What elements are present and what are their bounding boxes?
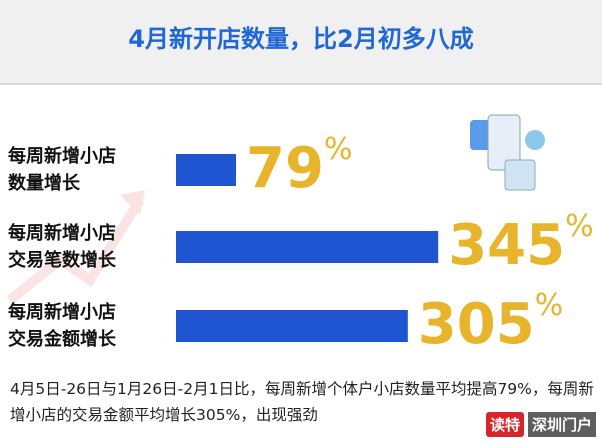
category-label: 交易金额增长 (8, 328, 117, 350)
value-label: 345% (448, 209, 593, 279)
category-label: 交易笔数增长 (8, 249, 117, 271)
category-label: 每周新增小店 (8, 145, 116, 167)
header-band (0, 0, 602, 84)
category-label: 每周新增小店 (8, 222, 116, 244)
value-label: 305% (418, 288, 563, 358)
value-label: 79% (246, 132, 352, 202)
bar (176, 310, 408, 342)
bar (176, 231, 439, 263)
icon (470, 114, 545, 191)
category-label: 每周新增小店 (8, 301, 116, 323)
logo-mark: 读特 (485, 412, 524, 437)
bar (176, 154, 237, 186)
chart-title: 4月新开店数量，比2月初多八成 (128, 25, 473, 53)
logo: 读特 深圳门户 (485, 412, 596, 437)
decoration (6, 190, 145, 304)
logo-text: 深圳门户 (527, 412, 596, 437)
footnote: 4月5日-26日与1月26日-2月1日比，每周新增个体户小店数量平均提高79%，… (10, 380, 594, 424)
category-label: 数量增长 (8, 172, 81, 194)
